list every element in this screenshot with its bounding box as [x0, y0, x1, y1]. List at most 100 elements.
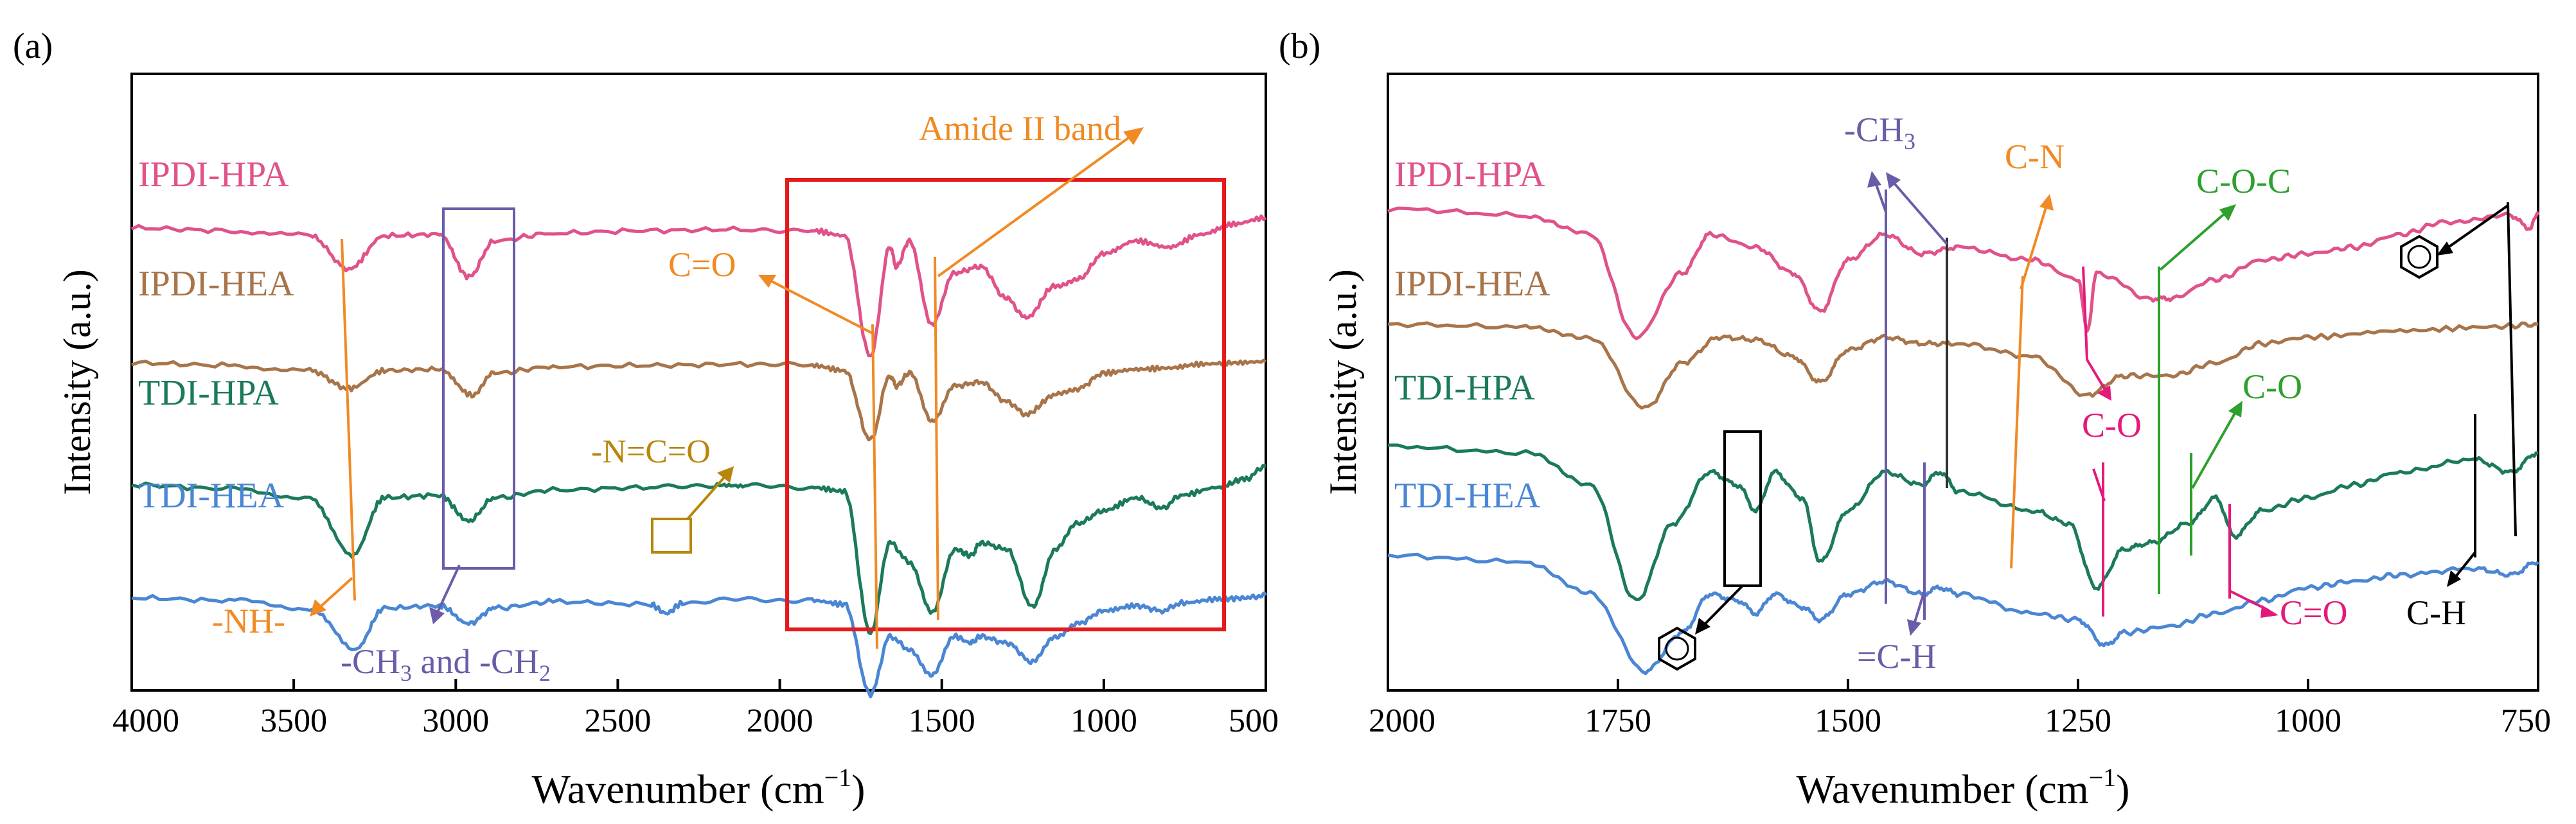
label-b-tdi-hea: TDI-HEA: [1394, 476, 1541, 516]
benzene-ring-icon-bottom: [1658, 626, 1696, 671]
nco-arrow: [686, 474, 727, 520]
b-ch-aromatic-arrowhead: [2447, 570, 2461, 587]
ch-region-box: [442, 207, 515, 570]
b-ch3-arrow-2: [1891, 180, 1948, 245]
nco-box: [651, 518, 692, 554]
xtick-label-a-3: 2500: [584, 703, 651, 739]
panel-b-ticks: 2000 1750 1500 1250 1000 750: [1369, 679, 2551, 739]
panel-b-xlabel: Wavenumber (cm−1): [1797, 763, 2130, 812]
panel-b-plot-frame: [1387, 73, 2539, 692]
annot-b-ch3: -CH3: [1844, 110, 1915, 154]
panel-b-ylabel: Intensity (a.u.): [1322, 269, 1364, 495]
panel-label-b: (b): [1279, 26, 1320, 66]
b-aromatic-box: [1723, 430, 1762, 587]
b-benzene-line: [2507, 202, 2517, 537]
panel-a-ticks: 4000 3500 3000 2500 2000 1500 1000 500: [112, 679, 1279, 739]
panel-a-xlabel-main: Wavenumber (cm: [532, 766, 824, 812]
nh-arrow: [317, 577, 353, 610]
xtick-label-a-4: 2000: [747, 703, 813, 739]
b-benzene-arrowhead-top: [2437, 241, 2453, 256]
annot-nh: -NH-: [212, 602, 285, 640]
annot-nco: -N=C=O: [591, 434, 711, 470]
nh-marker-line: [341, 238, 356, 601]
label-a-ipdi-hpa: IPDI-HPA: [138, 155, 289, 195]
xtick-label-a-6: 1000: [1070, 703, 1137, 739]
b-co-green-arrow: [2191, 410, 2237, 489]
b-co-pink-arrow: [2086, 358, 2108, 393]
panel-a-xlabel-end: ): [851, 766, 865, 812]
amide-marker-line: [934, 256, 939, 620]
panel-a-ylabel: Intensity (a.u.): [56, 269, 98, 495]
annot-b-c-eq-o: C=O: [2280, 593, 2347, 632]
panel-a-xlabel-sup: −1: [824, 763, 852, 792]
annot-b-co-green: C-O: [2243, 367, 2302, 406]
label-a-tdi-hea: TDI-HEA: [138, 476, 285, 516]
b-co-green-arrowhead: [2228, 401, 2243, 417]
xtick-label-b-1: 1750: [1585, 703, 1651, 739]
amide-region-box: [785, 178, 1226, 631]
annot-ch3-ch2-part1: -CH: [341, 642, 400, 681]
panel-a-xlabel: Wavenumber (cm−1): [532, 763, 866, 812]
annot-b-co-pink: C-O: [2082, 406, 2142, 444]
co-arrowhead: [758, 275, 776, 288]
b-co-pink-arrow-2: [2092, 468, 2106, 502]
annot-b-ch3-main: -CH: [1844, 110, 1904, 149]
annot-b-ch-aromatic: C-H: [2406, 593, 2466, 632]
co-arrow: [767, 278, 875, 335]
series-line-b-ipdi-hpa: [1387, 206, 2540, 340]
b-cn-arrow: [2020, 205, 2048, 290]
b-benzene-arrowhead-bottom: [1695, 618, 1710, 635]
xtick-label-b-3: 1250: [2045, 703, 2111, 739]
b-ch3-arrowhead-1: [1867, 171, 1881, 188]
xtick-label-a-1: 3500: [260, 703, 327, 739]
b-benzene-arrow-bottom: [1701, 584, 1744, 627]
b-ch3-arrow-1: [1874, 180, 1887, 213]
series-line-a-ipdi-hea: [131, 358, 1267, 442]
annot-b-coc: C-O-C: [2196, 162, 2291, 200]
label-b-ipdi-hea: IPDI-HEA: [1394, 264, 1550, 304]
b-co-line-1: [2082, 266, 2088, 360]
nh-arrowhead: [310, 599, 326, 617]
b-ch-aromatic-arrow: [2453, 551, 2476, 579]
b-co-pink-arrowhead: [2097, 385, 2111, 401]
series-line-b-tdi-hea: [1387, 552, 2539, 676]
panel-b-xlabel-sup: −1: [2089, 763, 2117, 792]
annot-ch3-ch2-sub2: 2: [539, 660, 551, 686]
xtick-label-a-7: 500: [1229, 703, 1279, 739]
label-a-ipdi-hea: IPDI-HEA: [138, 264, 294, 304]
series-line-a-ipdi-hpa: [130, 214, 1267, 358]
annot-ch3-ch2-part2: and -CH: [412, 642, 539, 681]
ch-arrow: [436, 565, 461, 614]
panel-b-series: [1387, 206, 2540, 676]
b-ch-eq-arrow: [1912, 590, 1926, 627]
annot-b-ch3-sub: 3: [1904, 128, 1915, 154]
amide-arrow: [937, 135, 1132, 277]
b-cn-line: [2010, 276, 2024, 569]
b-c-eq-o-arrowhead: [2261, 605, 2278, 618]
annot-ch3-ch2-sub1: 3: [400, 660, 412, 686]
ch-arrowhead: [429, 607, 445, 624]
series-line-b-tdi-hpa: [1387, 443, 2539, 601]
b-benzene-arrow-top: [2444, 204, 2509, 250]
panel-b-xlabel-end: ): [2116, 766, 2129, 812]
xtick-label-b-4: 1000: [2275, 703, 2341, 739]
xtick-label-a-0: 4000: [112, 703, 179, 739]
label-b-tdi-hpa: TDI-HPA: [1394, 368, 1535, 408]
series-line-b-ipdi-hea: [1387, 321, 2539, 410]
annot-amide-ii: Amide II band: [919, 109, 1121, 148]
xtick-label-a-2: 3000: [422, 703, 489, 739]
b-cn-arrowhead: [2039, 194, 2054, 211]
benzene-ring-icon-top: [2400, 234, 2438, 279]
xtick-label-b-0: 2000: [1369, 703, 1435, 739]
b-ch3-arrowhead-2: [1886, 172, 1901, 189]
annot-b-ch-eq: =C-H: [1857, 637, 1936, 676]
label-b-ipdi-hpa: IPDI-HPA: [1394, 155, 1545, 195]
panel-label-a: (a): [13, 26, 53, 66]
b-coc-arrow: [2159, 211, 2228, 271]
annot-co-a: C=O: [668, 245, 736, 284]
amide-arrowhead: [1123, 127, 1144, 145]
b-coc-arrowhead: [2219, 204, 2236, 221]
series-line-a-tdi-hea: [131, 591, 1268, 699]
annot-ch3-ch2: -CH3 and -CH2: [341, 642, 551, 686]
